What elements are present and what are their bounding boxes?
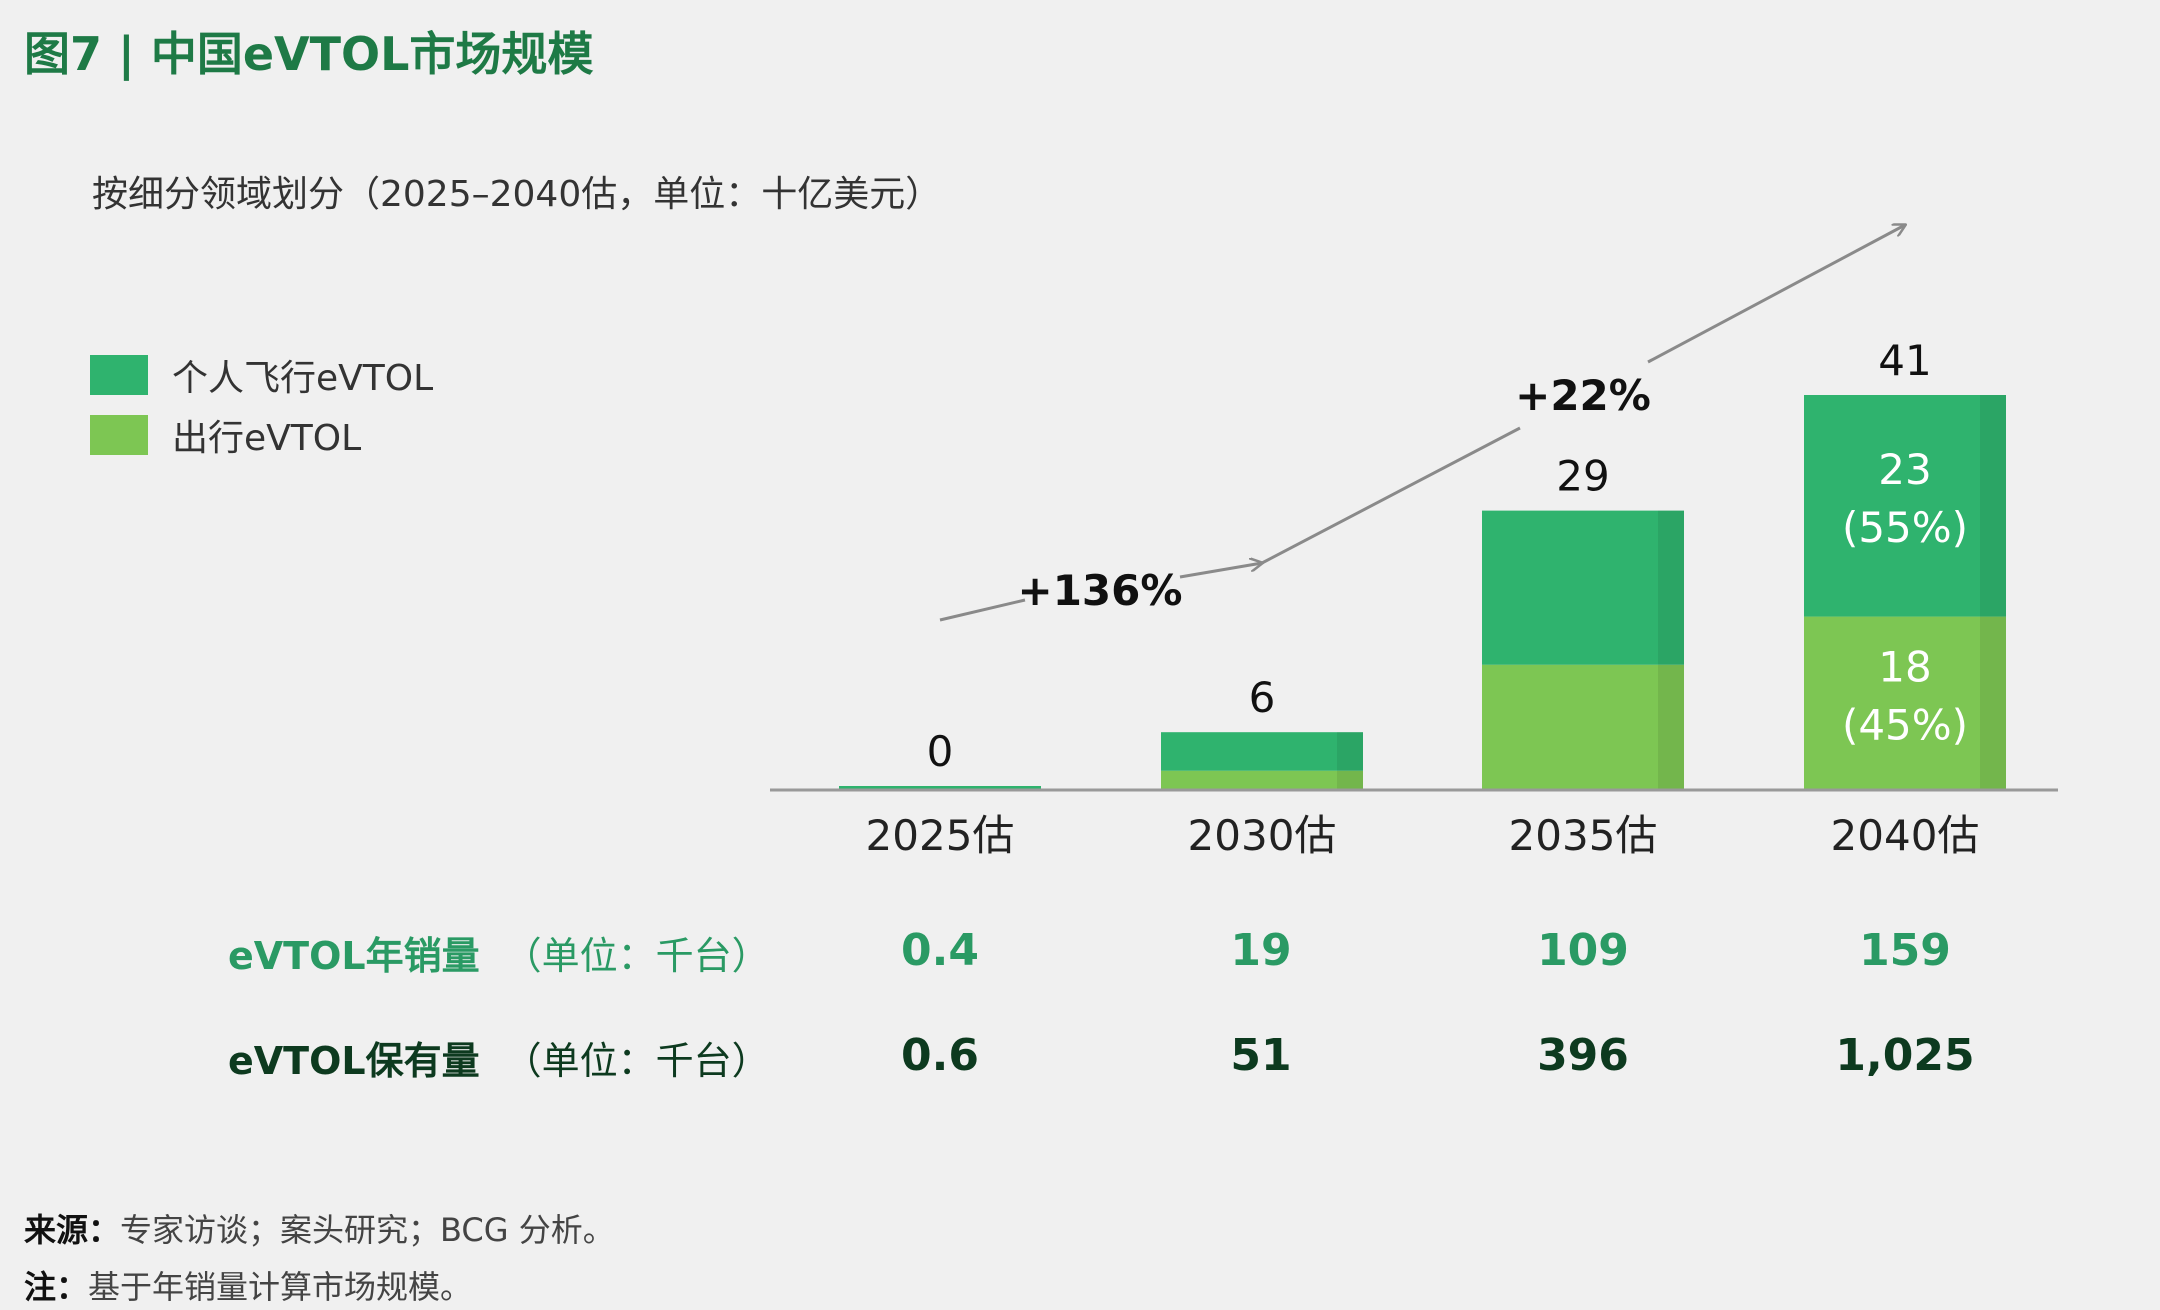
growth-line-1a: [939, 598, 1026, 622]
fleet-value-2040: 1,025: [1835, 1030, 1975, 1081]
note-text: 基于年销量计算市场规模。: [88, 1268, 473, 1306]
fleet-row-label: eVTOL保有量 （单位：千台）: [228, 1030, 770, 1085]
source-footnote: 来源：专家访谈；案头研究；BCG 分析。: [24, 1205, 615, 1251]
legend-label-mobility: 出行eVTOL: [172, 418, 362, 459]
bar-segment-mobility-2: [1482, 664, 1684, 790]
total-label-3: 41: [1878, 336, 1931, 385]
chart-legend: 个人飞行eVTOL 出行eVTOL: [90, 345, 433, 465]
sales-label: eVTOL年销量: [228, 934, 480, 978]
figure-title: 图7 | 中国eVTOL市场规模: [24, 27, 594, 81]
x-tick-label-0: 2025估: [866, 811, 1015, 860]
legend-label-personal: 个人飞行eVTOL: [172, 358, 434, 399]
bar-chart: 0 2025估 6 2030估 29 2035估 18 (45%) 23 (55%) 41 2040估…: [770, 0, 2058, 860]
sales-row-label: eVTOL年销量 （单位：千台）: [228, 925, 770, 980]
bar-shade-0-1: [1337, 770, 1363, 790]
sales-unit: （单位：千台）: [503, 934, 770, 978]
bar-segment-mobility-3: [1804, 616, 2006, 790]
fleet-value-2035: 396: [1537, 1030, 1629, 1081]
legend-swatch-mobility: [90, 415, 148, 455]
growth-arrow-1: [1179, 563, 1262, 579]
bar-segment-personal-3: [1804, 395, 2006, 617]
bar-shade-0-2: [1658, 664, 1684, 790]
fleet-value-2025: 0.6: [901, 1030, 979, 1081]
fleet-unit: （单位：千台）: [503, 1039, 770, 1083]
total-label-0: 0: [927, 727, 954, 776]
chart-subtitle: 按细分领域划分（2025–2040估，单位：十亿美元）: [92, 174, 942, 215]
growth-label-2: +22%: [1515, 371, 1651, 420]
legend-swatch-personal: [90, 355, 148, 395]
segment-label-0-3-1: (45%): [1842, 700, 1968, 749]
segment-label-1-3-1: (55%): [1842, 503, 1968, 552]
growth-label-1: +136%: [1018, 566, 1183, 615]
bar-shade-1-3: [1980, 395, 2006, 617]
growth-line-2a: [1261, 426, 1521, 565]
bar-segment-personal-1: [1161, 732, 1363, 771]
source-label: 来源：: [24, 1211, 121, 1249]
bar-shade-1-2: [1658, 510, 1684, 665]
total-label-2: 29: [1556, 452, 1609, 501]
x-tick-label-3: 2040估: [1831, 811, 1980, 860]
bar-segment-mobility-1: [1161, 770, 1363, 790]
growth-arrow-2: [1647, 225, 1905, 364]
fleet-label: eVTOL保有量: [228, 1039, 480, 1083]
x-tick-label-1: 2030估: [1188, 811, 1337, 860]
sales-value-2030: 19: [1230, 925, 1292, 976]
x-tick-label-2: 2035估: [1509, 811, 1658, 860]
bar-shade-1-1: [1337, 732, 1363, 771]
sales-value-2025: 0.4: [901, 925, 979, 976]
bar-segment-personal-2: [1482, 510, 1684, 665]
fleet-value-2030: 51: [1230, 1030, 1292, 1081]
bar-shade-0-3: [1980, 616, 2006, 790]
total-label-1: 6: [1249, 673, 1276, 722]
source-text: 专家访谈；案头研究；BCG 分析。: [120, 1211, 615, 1249]
legend-item-mobility: 出行eVTOL: [90, 405, 433, 465]
segment-label-0-3-0: 18: [1878, 642, 1931, 691]
sales-value-2035: 109: [1537, 925, 1629, 976]
sales-value-2040: 159: [1859, 925, 1951, 976]
segment-label-1-3-0: 23: [1878, 445, 1931, 494]
bar-zero-0: [839, 786, 1041, 790]
legend-item-personal: 个人飞行eVTOL: [90, 345, 433, 405]
note-label: 注：: [24, 1268, 89, 1306]
note-footnote: 注：基于年销量计算市场规模。: [24, 1262, 472, 1308]
